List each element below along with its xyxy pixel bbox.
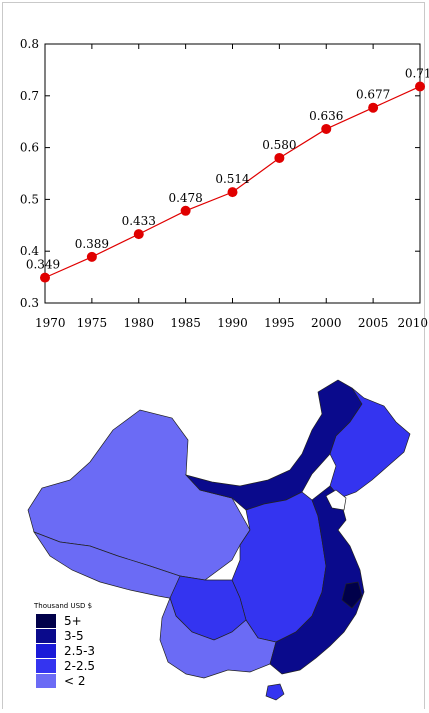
legend-label: 2.5-3: [64, 644, 95, 658]
data-point: [40, 272, 50, 283]
x-tick-label: 1995: [264, 316, 295, 330]
x-tick-label: 1985: [170, 316, 201, 330]
data-point: [415, 81, 425, 92]
data-point: [86, 251, 97, 262]
y-tick-label: 0.7: [20, 89, 39, 103]
x-tick-label: 2005: [358, 316, 389, 330]
legend-swatch: [36, 629, 56, 643]
x-tick-label: 2000: [311, 316, 342, 330]
region-hainan: [265, 683, 285, 701]
x-tick-label: 1990: [217, 316, 248, 330]
figure-frame: [2, 2, 425, 709]
data-point: [274, 152, 285, 163]
region-northeast: [329, 387, 411, 499]
data-point: [133, 229, 144, 240]
data-point: [227, 187, 238, 198]
legend-label: 3-5: [64, 629, 84, 643]
data-label: 0.389: [75, 237, 109, 251]
data-label: 0.349: [26, 258, 60, 272]
bohai-sea: [325, 489, 347, 511]
data-point: [321, 123, 332, 134]
data-label: 0.677: [356, 88, 390, 102]
legend-swatch: [36, 644, 56, 658]
y-tick-label: 0.8: [20, 37, 39, 51]
x-tick-label: 1975: [77, 316, 108, 330]
y-tick-label: 0.6: [20, 141, 39, 155]
y-tick-label: 0.4: [20, 244, 39, 258]
x-tick-label: 1980: [123, 316, 154, 330]
china-choropleth-map: Thousand USD $ 5+3-52.5-32-2.5< 2: [27, 379, 411, 701]
data-label: 0.718: [405, 66, 429, 80]
region-east-coast: [269, 485, 365, 675]
map-legend: Thousand USD $ 5+3-52.5-32-2.5< 2: [33, 602, 95, 688]
line-chart: 0.3 0.4 0.5 0.6 0.7 0.8 1970 1975 1980 1985 1990 19…: [20, 37, 429, 330]
legend-label: < 2: [64, 674, 86, 688]
data-point: [368, 102, 379, 113]
legend-swatch: [36, 674, 56, 688]
legend-swatch: [36, 659, 56, 673]
legend-title: Thousand USD $: [33, 602, 92, 610]
data-label: 0.514: [215, 172, 250, 186]
legend-swatch: [36, 614, 56, 628]
legend-label: 2-2.5: [64, 659, 95, 673]
data-label: 0.580: [262, 138, 296, 152]
region-shanghai: [341, 581, 363, 609]
x-tick-label: 1970: [35, 316, 66, 330]
y-tick-label: 0.3: [20, 296, 39, 310]
data-label: 0.636: [309, 109, 343, 123]
data-label: 0.433: [122, 214, 156, 228]
legend-label: 5+: [64, 614, 82, 628]
x-tick-label: 2010: [397, 316, 428, 330]
data-point: [180, 205, 191, 216]
data-label: 0.478: [168, 191, 202, 205]
y-tick-label: 0.5: [20, 192, 39, 206]
